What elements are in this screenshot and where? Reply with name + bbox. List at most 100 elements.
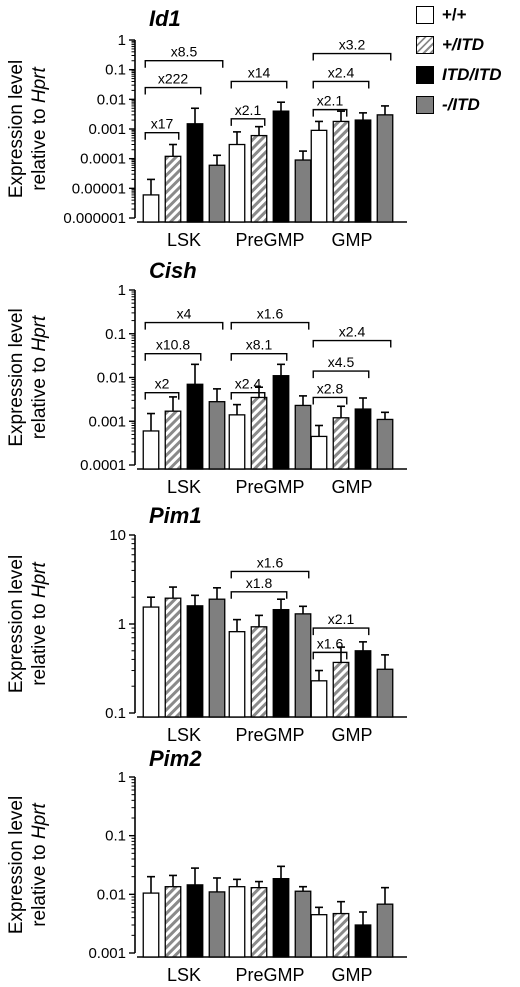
- panel1-bracket-label: x3.2: [339, 37, 366, 53]
- panel3-bracket-label: x1.6: [257, 554, 284, 570]
- panel1-y-tick-label: 0.001: [88, 121, 126, 138]
- panel4-y-tick-label: 0.01: [97, 886, 126, 903]
- panel4-bar-het: [250, 886, 268, 958]
- panel2-bar-het: [164, 410, 182, 470]
- panel3-x-label: PreGMP: [235, 725, 304, 745]
- panel4-bar-hom: [354, 924, 372, 958]
- panel2-bar-null: [294, 404, 312, 470]
- panel3-bracket-label: x1.8: [246, 575, 273, 591]
- panel3-bar-hom: [186, 605, 204, 718]
- panel2-bracket: [312, 339, 392, 348]
- panel3-bar-het: [332, 661, 350, 718]
- panel1-bar-hom: [186, 123, 204, 223]
- panel3-bar-null: [208, 598, 226, 718]
- panel3-y-label-line2: relative to Hprt: [29, 562, 50, 686]
- panel3-bar-het: [250, 626, 268, 718]
- panel1-bracket-label: x2.1: [235, 102, 262, 118]
- panel4-bar-null: [294, 890, 312, 958]
- panel3-y-tick-label: 1: [118, 616, 126, 633]
- panel1-y-tick-label: 0.01: [97, 91, 126, 108]
- panel2-x-label: PreGMP: [235, 477, 304, 497]
- panel2-bar-het: [250, 396, 268, 470]
- panel1-bracket: [144, 132, 180, 140]
- panel3-bar-hom: [272, 608, 290, 718]
- panel2-bracket: [230, 391, 266, 400]
- panel1-bar-hom: [272, 110, 290, 223]
- panel2-x-label: LSK: [167, 477, 201, 497]
- panel2-bracket-label: x2.8: [317, 380, 344, 396]
- panel2-bar-hom: [354, 408, 372, 470]
- legend-swatch-hom: [416, 66, 434, 84]
- panel1-bracket: [230, 80, 288, 89]
- panel1-y-tick-label: 0.0001: [80, 151, 126, 168]
- panel1-bracket: [230, 118, 266, 126]
- panel1-y-label-line1: Expression level: [6, 60, 27, 198]
- panel4-title: Pim2: [149, 746, 202, 771]
- panel3-bar-wt: [142, 606, 160, 718]
- panel1-bar-hom: [354, 119, 372, 223]
- panel3-bar-wt: [228, 631, 246, 718]
- panel2-bracket: [312, 370, 370, 379]
- panel2-bar-null: [208, 401, 226, 470]
- panel1-bracket-label: x2.1: [317, 93, 344, 109]
- panel4-bar-het: [164, 886, 182, 958]
- panel1-y-tick-label: 0.000001: [63, 210, 126, 227]
- legend-swatch-null: [416, 96, 434, 114]
- panel2-bracket-label: x10.8: [156, 337, 190, 353]
- legend-item-het: +/ITD: [412, 34, 520, 64]
- panel3-bar-null: [294, 613, 312, 718]
- panel2-bracket: [144, 352, 202, 361]
- panel1-y-tick-label: 1: [118, 32, 126, 49]
- panel1-x-label: LSK: [167, 230, 201, 250]
- panel1-bar-null: [294, 159, 312, 223]
- panel3-y-tick-label: 10: [109, 527, 126, 544]
- panel2-bracket: [230, 352, 288, 361]
- panel3-x-label: GMP: [331, 725, 372, 745]
- legend: +/+ +/ITD ITD/ITD -/ITD: [412, 4, 520, 124]
- panel3-bar-het: [164, 597, 182, 718]
- legend-item-null: -/ITD: [412, 94, 520, 124]
- panel1-bar-wt: [228, 143, 246, 223]
- panel2-bar-hom: [186, 383, 204, 470]
- panel2-y-tick-label: 0.1: [105, 326, 126, 343]
- panel2-bracket: [312, 396, 348, 405]
- panel4-x-label: LSK: [167, 965, 201, 982]
- panel3-bracket: [312, 651, 348, 660]
- panel2-bracket-label: x1.6: [257, 306, 284, 322]
- panel1-bar-het: [164, 155, 182, 223]
- panel3-bar-null: [376, 668, 394, 718]
- panel4-y-tick-label: 0.1: [105, 828, 126, 845]
- panel3-title: Pim1: [149, 503, 202, 528]
- panel1-bracket-label: x222: [158, 71, 189, 87]
- panel1-bracket-label: x2.4: [328, 64, 355, 80]
- panel3-x-label: LSK: [167, 725, 201, 745]
- panel2-bracket: [144, 391, 180, 400]
- panel1-bracket-label: x17: [151, 116, 174, 132]
- panel4-y-label-line1: Expression level: [6, 796, 27, 934]
- panel1-y-tick-label: 0.1: [105, 62, 126, 79]
- panel3-bracket: [230, 570, 310, 579]
- panel2-bar-wt: [228, 414, 246, 470]
- legend-item-wt: +/+: [412, 4, 520, 34]
- panel4-bar-wt: [310, 914, 328, 958]
- panel2-y-tick-label: 1: [118, 282, 126, 299]
- panel2-y-tick-label: 0.001: [88, 413, 126, 430]
- panel3-bracket-label: x2.1: [328, 611, 355, 627]
- panel2-x-label: GMP: [331, 477, 372, 497]
- panel1-bar-het: [332, 120, 350, 223]
- panel1-bracket-label: x14: [248, 64, 271, 80]
- panel1-bracket: [144, 86, 202, 95]
- panel3-bar-wt: [310, 680, 328, 718]
- panel2-y-label-line2: relative to Hprt: [29, 315, 50, 439]
- panel1-bracket: [312, 80, 370, 89]
- panel3-y-tick-label: 0.1: [105, 705, 126, 722]
- legend-label-wt: +/+: [442, 5, 467, 24]
- panel1-bracket: [312, 52, 392, 61]
- panel1-bracket: [144, 60, 224, 68]
- panel1-bar-wt: [142, 194, 160, 223]
- panel1-bracket: [312, 108, 348, 117]
- panel4-y-tick-label: 1: [118, 769, 126, 786]
- panel2-bracket-label: x2.4: [339, 324, 366, 340]
